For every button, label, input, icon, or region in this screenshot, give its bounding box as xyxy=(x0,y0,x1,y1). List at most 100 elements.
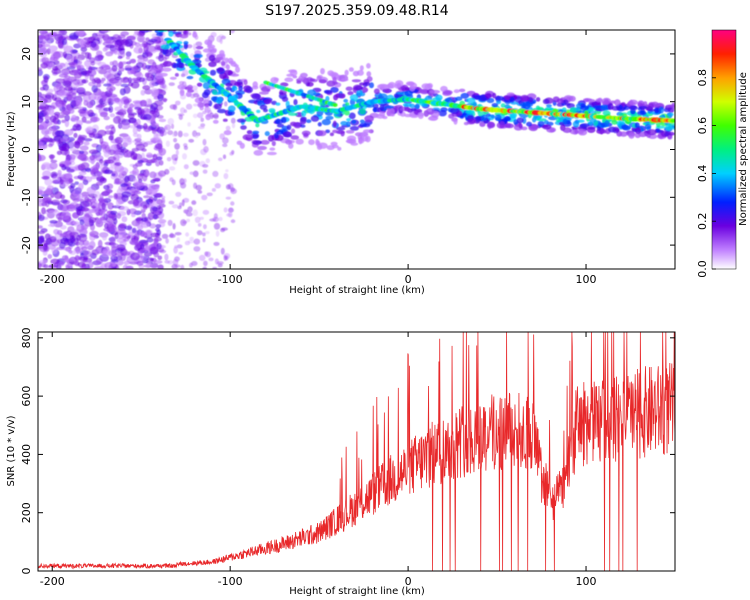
spectrogram-cell xyxy=(351,119,357,124)
spectrogram-cell xyxy=(594,108,602,112)
spectrogram-cell xyxy=(214,183,221,189)
spectrogram-cell xyxy=(386,109,391,117)
spectrogram-cell xyxy=(384,87,390,94)
spectrogram-cell xyxy=(72,189,82,197)
spectrogram-cell xyxy=(202,266,207,269)
spectrogram-cell xyxy=(139,43,144,48)
spectrogram-cell xyxy=(611,120,618,125)
spectrogram-cell xyxy=(365,135,371,143)
spectrogram-cell xyxy=(101,77,106,82)
spectrogram-cell xyxy=(120,122,131,130)
spectrogram-cell xyxy=(107,222,114,228)
spectrogram-cell xyxy=(440,85,448,92)
spectrogram-cell xyxy=(77,174,84,180)
spectrogram-cell xyxy=(135,217,143,222)
spectrogram-cell xyxy=(607,103,614,110)
spectrogram-cell xyxy=(96,82,102,88)
spectrogram-cell xyxy=(215,230,220,237)
spectrogram-cell xyxy=(75,241,80,247)
spectrogram-cell xyxy=(68,250,73,254)
spectrogram-cell xyxy=(44,104,50,110)
spectrogram-cell xyxy=(112,149,121,155)
spectrogram-cell xyxy=(201,194,208,201)
spectrogram-cell xyxy=(51,180,60,184)
spectrogram-cell xyxy=(168,166,176,171)
spectrogram-cell xyxy=(172,223,176,230)
spectrogram-cell xyxy=(628,99,638,106)
spectrogram-cell xyxy=(225,86,232,91)
spectrogram-cell xyxy=(154,192,164,198)
spectrogram-cell xyxy=(286,124,292,131)
spectrogram-cell xyxy=(223,207,228,213)
spectrogram-cell xyxy=(100,112,108,116)
spectrogram-cell xyxy=(459,115,464,119)
spectrogram-cell xyxy=(45,39,51,46)
spectrogram-cell xyxy=(536,106,544,111)
spectrogram-cell xyxy=(185,103,193,110)
spectrogram-cell xyxy=(57,229,63,236)
spectrogram-cell xyxy=(224,101,228,107)
spectrogram-cell xyxy=(352,70,360,77)
spectrogram-cell xyxy=(161,195,166,200)
spectrogram-cell xyxy=(203,260,208,267)
spectrogram-cell xyxy=(56,150,63,155)
spectrogram-cell xyxy=(194,216,201,223)
spectrogram-cell xyxy=(491,103,499,108)
spectrogram-cell xyxy=(53,111,61,116)
spectrogram-cell xyxy=(285,139,293,145)
spectrogram-cell xyxy=(63,80,72,87)
spectrogram-cell xyxy=(155,224,162,229)
spectrogram-cell xyxy=(110,243,120,249)
spectrogram-cell xyxy=(38,154,46,162)
spectrogram-cell xyxy=(509,96,515,103)
spectrogram-cell xyxy=(80,224,89,230)
spectrogram-cell xyxy=(240,125,247,130)
spectrogram-cell xyxy=(105,216,115,223)
spectrogram-cell xyxy=(97,129,107,137)
spectrogram-cell xyxy=(150,264,159,268)
spectrogram-cell xyxy=(177,130,183,138)
spectrogram-cell xyxy=(119,88,126,96)
spectrogram-cell xyxy=(316,75,322,81)
spectrogram-cell xyxy=(146,98,152,103)
spectrogram-cell xyxy=(364,115,374,123)
y-tick-label: 20 xyxy=(20,47,33,61)
spectrogram-cell xyxy=(109,95,119,102)
spectrogram-cell xyxy=(89,240,96,249)
spectrogram-cell xyxy=(330,86,339,93)
spectrogram-cell xyxy=(359,65,364,71)
spectrogram-cell xyxy=(192,160,200,166)
spectrogram-cell xyxy=(349,125,359,131)
spectrogram-cell xyxy=(252,85,259,90)
spectrogram-cell xyxy=(60,199,68,204)
spectrogram-cell xyxy=(537,118,547,122)
spectrogram-cell xyxy=(315,138,320,146)
spectrogram-x-ticks: -200 -100 0 100 xyxy=(40,30,597,286)
spectrogram-cell xyxy=(139,30,149,34)
spectrogram-cell xyxy=(542,98,550,105)
spectrogram-cell xyxy=(301,110,307,117)
spectrogram-cell xyxy=(453,118,458,125)
spectrogram-cell xyxy=(145,262,152,269)
spectrogram-cell xyxy=(153,132,159,139)
spectrogram-cell xyxy=(211,47,217,53)
spectrogram-cell xyxy=(49,62,55,68)
spectrogram-cell xyxy=(195,184,202,191)
spectrogram-cell xyxy=(220,60,226,66)
spectrogram-cell xyxy=(60,137,70,142)
spectrogram-cell xyxy=(574,128,579,135)
spectrogram-cell xyxy=(445,97,453,104)
spectrogram-cell xyxy=(174,73,179,77)
spectrogram-cell xyxy=(197,190,203,194)
spectrogram-cell xyxy=(161,83,167,90)
spectrogram-cell xyxy=(172,133,176,137)
y-tick-label: 0 xyxy=(20,568,33,575)
spectrogram-cell xyxy=(173,138,178,143)
spectrogram-cell xyxy=(137,250,143,258)
y-tick-label: 400 xyxy=(20,444,33,465)
spectrogram-cell xyxy=(73,123,81,128)
spectrogram-cell xyxy=(156,242,162,250)
spectrogram-cell xyxy=(569,107,577,114)
spectrogram-cell xyxy=(64,247,70,251)
spectrogram-cell xyxy=(359,82,365,86)
